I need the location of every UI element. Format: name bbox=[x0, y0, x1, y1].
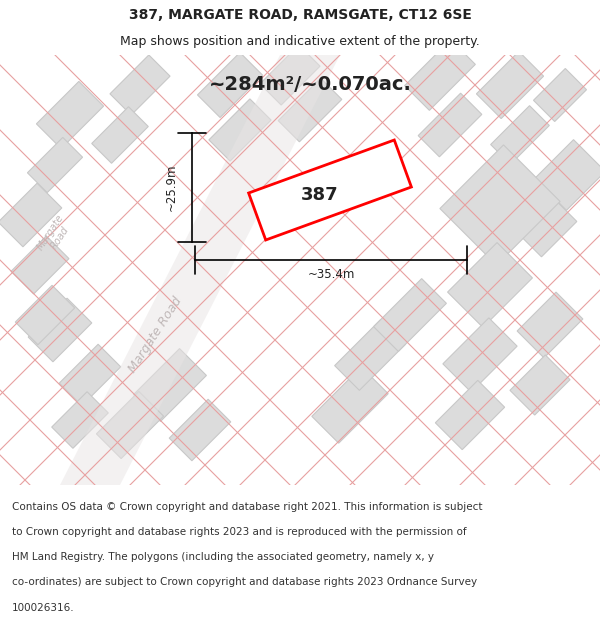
Polygon shape bbox=[513, 193, 577, 257]
Polygon shape bbox=[440, 145, 560, 265]
Polygon shape bbox=[59, 344, 121, 406]
Polygon shape bbox=[110, 55, 170, 115]
Polygon shape bbox=[510, 355, 570, 415]
Polygon shape bbox=[52, 392, 108, 448]
Polygon shape bbox=[404, 39, 475, 111]
Text: HM Land Registry. The polygons (including the associated geometry, namely x, y: HM Land Registry. The polygons (includin… bbox=[12, 552, 434, 562]
Polygon shape bbox=[335, 319, 406, 391]
Polygon shape bbox=[533, 69, 587, 121]
Text: ~284m²/~0.070ac.: ~284m²/~0.070ac. bbox=[209, 76, 412, 94]
Text: ~35.4m: ~35.4m bbox=[307, 269, 355, 281]
Text: ~25.9m: ~25.9m bbox=[165, 164, 178, 211]
Text: 387: 387 bbox=[301, 186, 339, 204]
Polygon shape bbox=[37, 81, 104, 149]
Polygon shape bbox=[517, 292, 583, 358]
Text: co-ordinates) are subject to Crown copyright and database rights 2023 Ordnance S: co-ordinates) are subject to Crown copyr… bbox=[12, 578, 477, 587]
Polygon shape bbox=[11, 236, 69, 294]
Polygon shape bbox=[28, 298, 92, 362]
Text: Margate Road: Margate Road bbox=[126, 295, 184, 375]
Polygon shape bbox=[209, 99, 271, 161]
Polygon shape bbox=[443, 318, 517, 392]
Polygon shape bbox=[476, 51, 544, 119]
Polygon shape bbox=[0, 183, 62, 247]
Text: Margate
Road: Margate Road bbox=[35, 212, 75, 258]
Polygon shape bbox=[491, 106, 550, 164]
Text: 100026316.: 100026316. bbox=[12, 602, 74, 612]
Text: to Crown copyright and database rights 2023 and is reproduced with the permissio: to Crown copyright and database rights 2… bbox=[12, 527, 467, 537]
Polygon shape bbox=[260, 45, 320, 105]
Text: Map shows position and indicative extent of the property.: Map shows position and indicative extent… bbox=[120, 35, 480, 48]
Polygon shape bbox=[60, 55, 340, 485]
Polygon shape bbox=[134, 349, 206, 421]
Polygon shape bbox=[16, 285, 74, 345]
Polygon shape bbox=[169, 399, 231, 461]
Polygon shape bbox=[248, 140, 412, 240]
Polygon shape bbox=[28, 138, 83, 192]
Polygon shape bbox=[448, 242, 532, 328]
Text: 387, MARGATE ROAD, RAMSGATE, CT12 6SE: 387, MARGATE ROAD, RAMSGATE, CT12 6SE bbox=[128, 8, 472, 22]
Polygon shape bbox=[436, 381, 505, 449]
Polygon shape bbox=[278, 78, 342, 142]
Polygon shape bbox=[535, 139, 600, 211]
Text: Contains OS data © Crown copyright and database right 2021. This information is : Contains OS data © Crown copyright and d… bbox=[12, 502, 482, 512]
Polygon shape bbox=[92, 107, 148, 163]
Polygon shape bbox=[97, 391, 164, 459]
Polygon shape bbox=[374, 279, 446, 351]
Polygon shape bbox=[418, 93, 482, 157]
Polygon shape bbox=[312, 367, 388, 443]
Polygon shape bbox=[197, 52, 263, 118]
